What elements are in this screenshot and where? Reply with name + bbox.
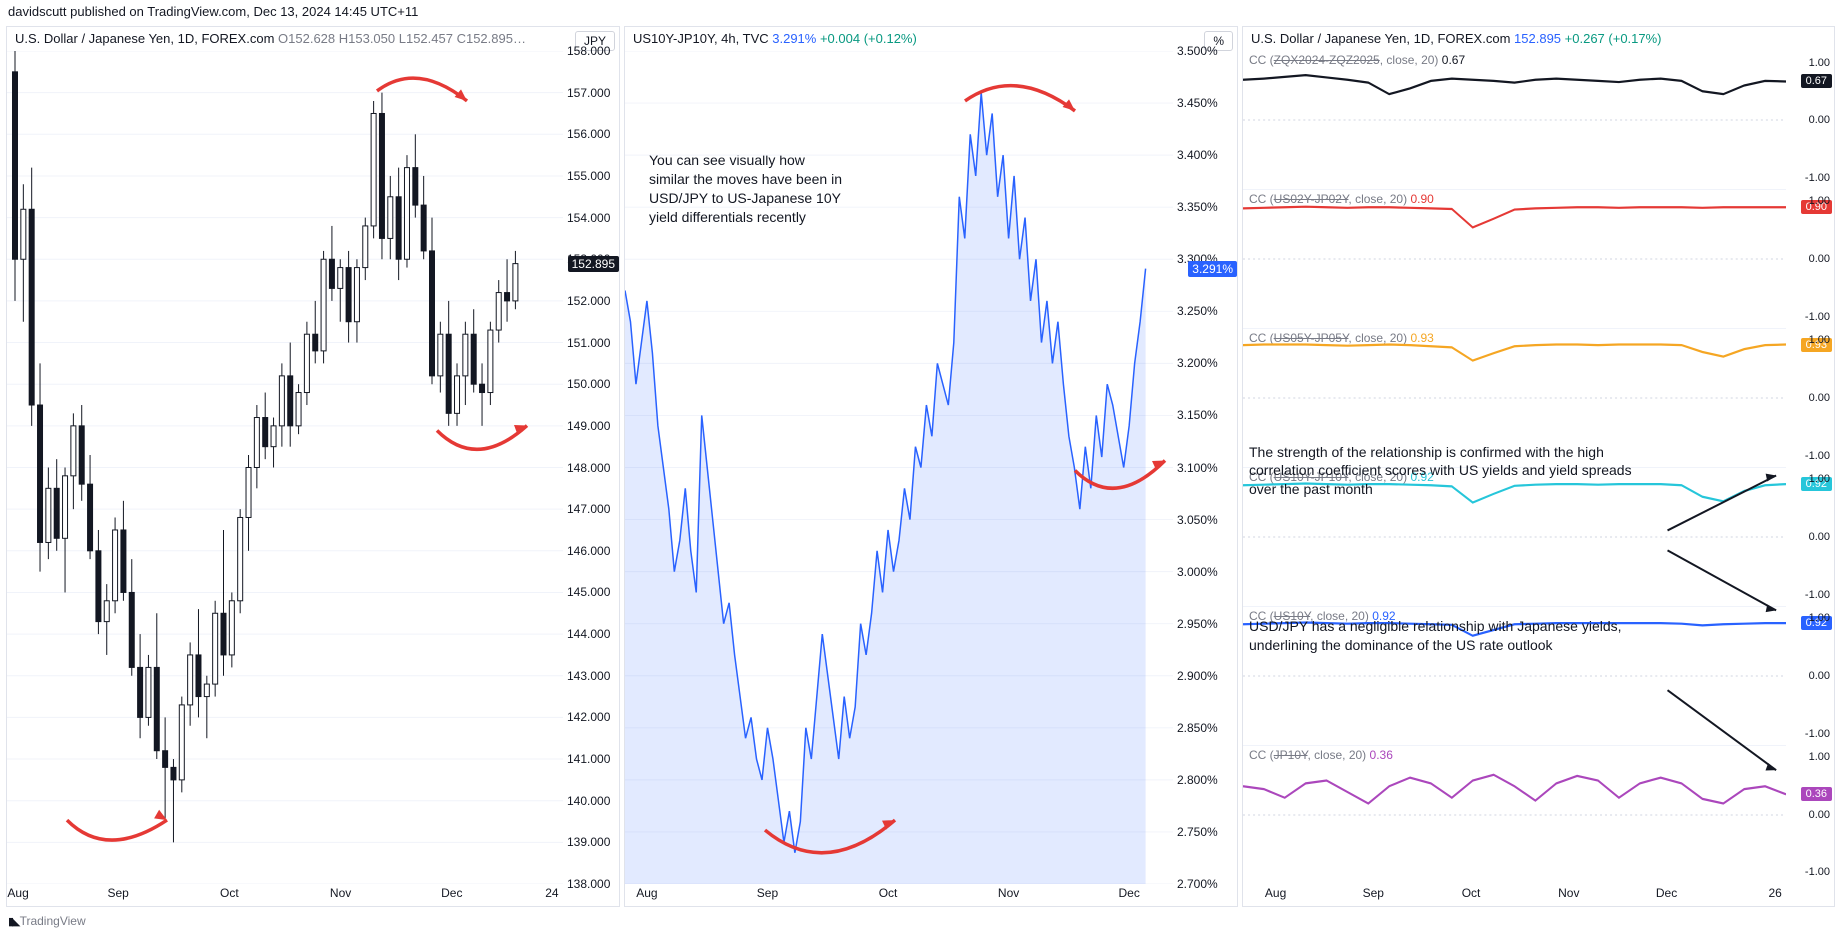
panel3-rows: CC (ZQX2024-ZQZ2025, close, 20) 0.670.67… xyxy=(1243,51,1786,884)
corr-row-1: CC (US02Y-JP02Y, close, 20) 0.900.90 xyxy=(1243,189,1786,328)
panel1-yaxis: 138.000139.000140.000141.000142.000143.0… xyxy=(563,51,619,884)
tradingview-footer: TradingView xyxy=(8,914,86,928)
panel2-yaxis: 2.700%2.750%2.800%2.850%2.900%2.950%3.00… xyxy=(1173,51,1237,884)
panel3-xaxis: AugSepOctNovDec26 xyxy=(1243,886,1786,904)
corr-row-5: CC (JP10Y, close, 20) 0.360.36 xyxy=(1243,745,1786,884)
panel-usdjpy-candles[interactable]: U.S. Dollar / Japanese Yen, 1D, FOREX.co… xyxy=(6,26,620,907)
panels-container: U.S. Dollar / Japanese Yen, 1D, FOREX.co… xyxy=(6,26,1835,907)
publish-header: davidscutt published on TradingView.com,… xyxy=(8,4,418,19)
panel2-title: US10Y-JP10Y, 4h, TVC 3.291% +0.004 (+0.1… xyxy=(633,31,917,46)
panel2-xaxis: AugSepOctNovDec xyxy=(625,886,1173,904)
panel1-plot-area[interactable] xyxy=(7,51,563,884)
panel1-xaxis: AugSepOctNovDec24 xyxy=(7,886,563,904)
corr-row-0: CC (ZQX2024-ZQZ2025, close, 20) 0.670.67 xyxy=(1243,51,1786,189)
panel3-yaxis: 1.000.00-1.001.000.00-1.001.000.00-1.001… xyxy=(1786,51,1834,884)
panel-correlations[interactable]: U.S. Dollar / Japanese Yen, 1D, FOREX.co… xyxy=(1242,26,1835,907)
panel3-title: U.S. Dollar / Japanese Yen, 1D, FOREX.co… xyxy=(1251,31,1662,46)
panel2-plot-area[interactable]: You can see visually how similar the mov… xyxy=(625,51,1173,884)
panel1-title: U.S. Dollar / Japanese Yen, 1D, FOREX.co… xyxy=(15,31,526,46)
panel-yield-spread[interactable]: US10Y-JP10Y, 4h, TVC 3.291% +0.004 (+0.1… xyxy=(624,26,1238,907)
